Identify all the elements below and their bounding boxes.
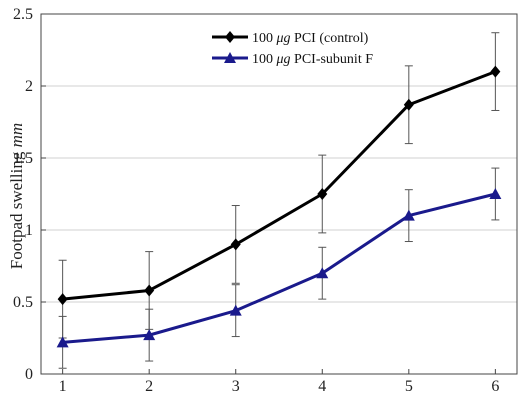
legend-label: 100 μg PCI (control): [252, 31, 369, 46]
plot-frame: [40, 13, 518, 375]
x-tick-label: 6: [491, 378, 499, 395]
data-point-marker: [402, 209, 415, 221]
data-point-marker: [317, 188, 328, 200]
data-point-marker: [143, 329, 156, 341]
x-tick-label: 4: [318, 378, 326, 395]
y-tick-label: 1: [25, 222, 33, 239]
data-point-marker: [316, 267, 329, 279]
legend-item-1: 100 μg PCI (control): [212, 31, 369, 46]
x-tick-label: 1: [59, 378, 67, 395]
data-point-marker: [56, 336, 69, 348]
data-point-marker: [489, 188, 502, 199]
y-tick-label: 0: [25, 366, 33, 383]
data-point-marker: [403, 98, 414, 111]
data-point-marker: [490, 65, 501, 78]
data-point-marker: [229, 304, 242, 316]
y-tick-label: 1.5: [13, 150, 33, 167]
x-tick-label: 5: [405, 378, 413, 395]
legend-swatch-marker: [225, 31, 235, 43]
grid-lines: [41, 85, 517, 303]
data-point-marker: [144, 284, 155, 297]
x-tick-label: 3: [232, 378, 240, 395]
y-axis-title: Footpad swelling mm: [7, 123, 26, 269]
legend-item-2: 100 μg PCI-subunit F: [212, 52, 373, 67]
data-point-marker: [230, 238, 241, 251]
legend-swatch-marker: [224, 52, 236, 63]
x-axis-ticks: 1 2 3 4 5 6: [59, 369, 499, 395]
series-line: [62, 192, 496, 344]
series-2: [56, 167, 502, 369]
series-line: [62, 70, 496, 301]
x-tick-label: 2: [145, 378, 153, 395]
legend-label: 100 μg PCI-subunit F: [252, 52, 373, 67]
data-point-marker: [57, 293, 68, 306]
legend: 100 μg PCI (control) 100 μg PCI-subunit F: [212, 31, 373, 67]
y-tick-label: 2: [25, 78, 33, 95]
y-tick-label: 2.5: [13, 6, 33, 23]
y-axis-ticks: 0 0.5 1 1.5 2 2.5: [13, 6, 46, 383]
series-layer: [56, 32, 502, 369]
y-tick-label: 0.5: [13, 294, 33, 311]
